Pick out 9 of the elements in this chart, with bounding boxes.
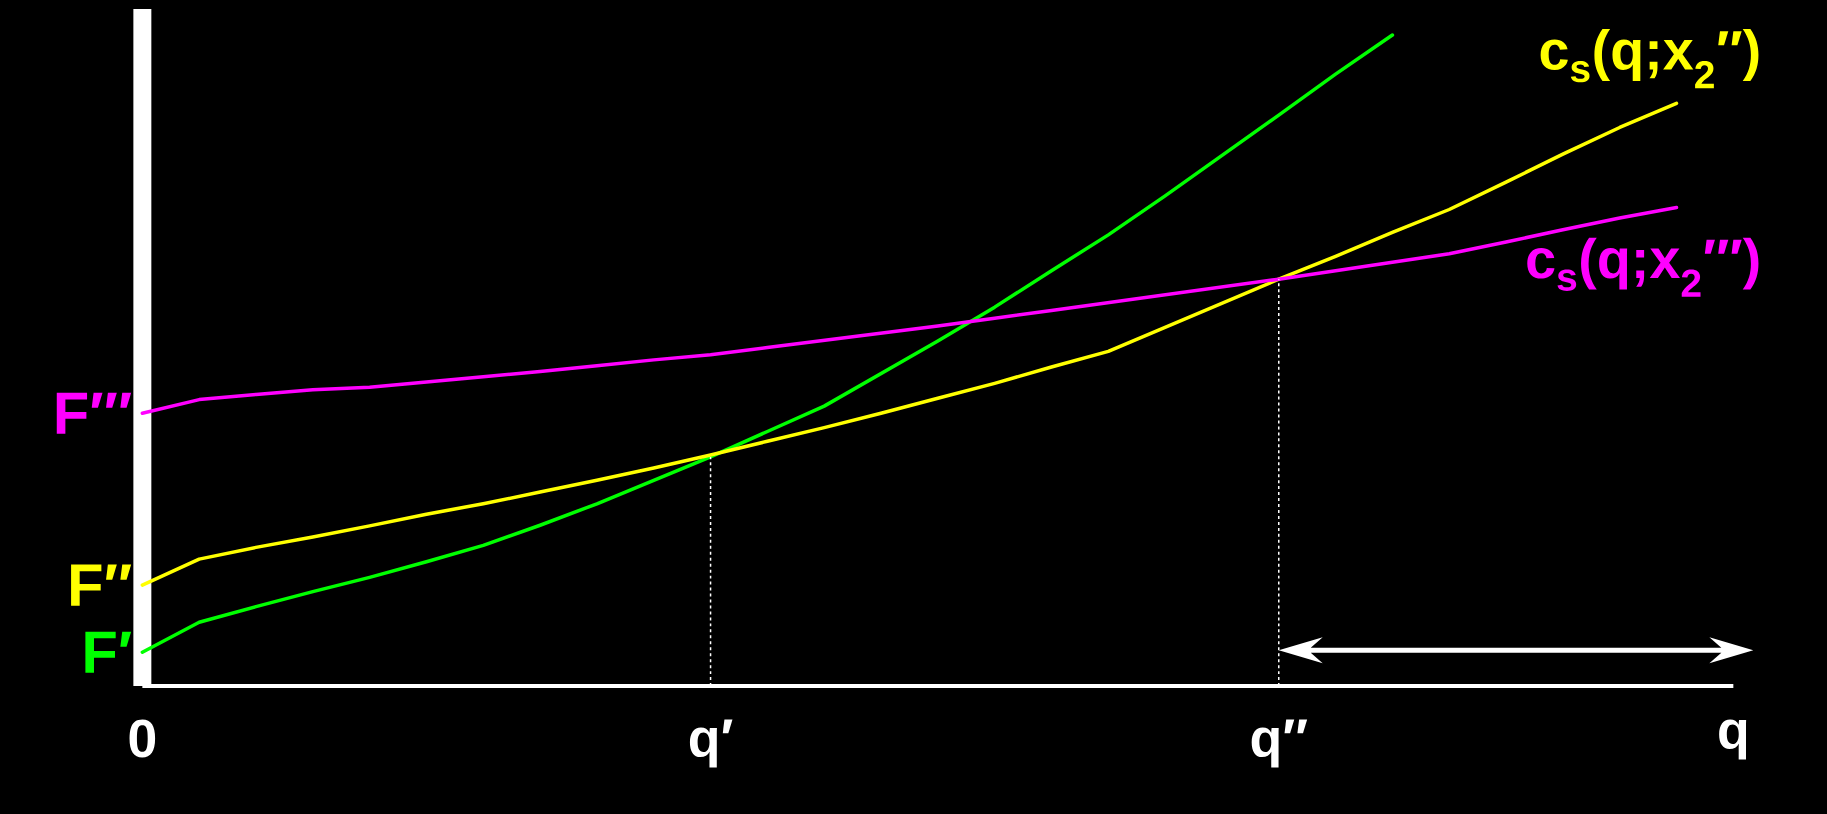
annotation: F′ xyxy=(85,631,132,673)
x-tick-label: 0 xyxy=(129,719,156,758)
x-tick-label: q′′ xyxy=(1251,719,1308,768)
series-label: c$_{s}$(q;x$_{2}$′′) xyxy=(1540,29,1759,89)
series-label: c$_{s}$(q;x$_{2}$′′′) xyxy=(1527,237,1759,297)
annotation: F′′ xyxy=(71,564,132,606)
x-tick-label: q′ xyxy=(689,719,733,768)
annotation: F′′′ xyxy=(56,392,132,434)
x-tick-label: q xyxy=(1719,719,1747,760)
